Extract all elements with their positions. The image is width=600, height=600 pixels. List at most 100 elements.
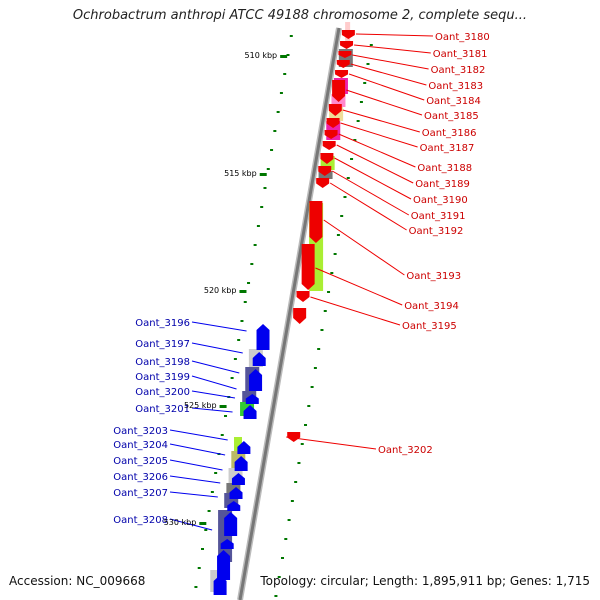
- gene-arrow-forward[interactable]: [217, 550, 231, 580]
- gene-label-reverse[interactable]: Oant_3187: [420, 143, 475, 154]
- tick-mark: [350, 158, 354, 160]
- leader-line: [329, 182, 407, 231]
- leader-line: [191, 321, 247, 332]
- gene-arrow-reverse[interactable]: [293, 308, 307, 324]
- gene-label-forward[interactable]: Oant_3206: [113, 472, 168, 483]
- tick-mark: [281, 557, 284, 559]
- gene-label-reverse[interactable]: Oant_3183: [428, 81, 483, 92]
- gene-arrow-reverse[interactable]: [287, 432, 301, 442]
- tick-mark: [336, 234, 340, 236]
- cog-box: [234, 437, 242, 451]
- gene-label-forward[interactable]: Oant_3208: [113, 515, 168, 526]
- tick-mark: [214, 472, 218, 474]
- gene-arrow-forward[interactable]: [252, 352, 266, 366]
- leader-line: [315, 267, 403, 306]
- gene-arrow-forward[interactable]: [231, 473, 245, 485]
- gene-label-reverse[interactable]: Oant_3194: [404, 301, 459, 312]
- gene-arrow-reverse[interactable]: [336, 60, 350, 68]
- tick-mark: [353, 139, 357, 141]
- tick-mark: [256, 225, 260, 227]
- gene-arrow-reverse[interactable]: [332, 80, 346, 102]
- leader-line: [342, 109, 420, 133]
- gene-arrow-reverse[interactable]: [296, 291, 310, 302]
- kbp-tick: [259, 173, 267, 176]
- tick-mark: [286, 54, 290, 56]
- gene-arrow-forward[interactable]: [245, 394, 259, 404]
- gene-label-forward[interactable]: Oant_3201: [135, 404, 190, 415]
- kbp-markers: 510 kbp 515 kbp 520 kbp 525 kbp 530 kbp: [164, 51, 288, 527]
- gene-arrow-forward[interactable]: [213, 575, 227, 595]
- gene-label-reverse[interactable]: Oant_3195: [402, 321, 457, 332]
- gene-arrow-reverse[interactable]: [328, 104, 342, 116]
- tick-mark: [346, 177, 350, 179]
- gene-label-forward[interactable]: Oant_3198: [135, 357, 190, 368]
- tick-mark: [276, 111, 280, 113]
- tick-mark: [210, 491, 214, 493]
- gene-arrow-forward[interactable]: [229, 487, 243, 499]
- gene-label-forward[interactable]: Oant_3197: [135, 339, 190, 350]
- tick-mark: [279, 92, 283, 94]
- gene-arrow-reverse[interactable]: [338, 51, 352, 58]
- gene-arrow-reverse[interactable]: [320, 153, 334, 164]
- gene-arrow-reverse[interactable]: [335, 70, 349, 78]
- gene-label-forward[interactable]: Oant_3203: [113, 426, 168, 437]
- gene-arrow-reverse[interactable]: [301, 244, 315, 290]
- leader-line: [169, 429, 228, 441]
- gene-label-reverse[interactable]: Oant_3193: [406, 271, 461, 282]
- gene-arrow-forward[interactable]: [243, 405, 257, 419]
- gene-label-reverse[interactable]: Oant_3192: [409, 226, 464, 237]
- gene-label-forward[interactable]: Oant_3200: [135, 387, 190, 398]
- gene-arrow-forward[interactable]: [227, 501, 241, 511]
- tick-mark: [274, 595, 278, 597]
- gene-label-reverse[interactable]: Oant_3202: [378, 445, 433, 456]
- kbp-tick: [280, 55, 288, 58]
- gene-label-reverse[interactable]: Oant_3185: [424, 111, 479, 122]
- gene-arrow-reverse[interactable]: [316, 178, 330, 188]
- kbp-tick: [199, 522, 207, 525]
- gene-label-forward[interactable]: Oant_3207: [113, 488, 168, 499]
- gene-arrow-reverse[interactable]: [309, 201, 323, 243]
- tick-mark: [304, 424, 308, 426]
- gene-label-forward[interactable]: Oant_3196: [135, 318, 190, 329]
- gene-label-reverse[interactable]: Oant_3182: [431, 65, 486, 76]
- accession-text: Accession: NC_009668: [9, 574, 146, 588]
- leader-line: [355, 33, 434, 37]
- gene-arrow-reverse[interactable]: [324, 130, 338, 139]
- gene-label-reverse[interactable]: Oant_3186: [422, 128, 477, 139]
- gene-label-reverse[interactable]: Oant_3191: [411, 211, 466, 222]
- gene-label-reverse[interactable]: Oant_3188: [417, 163, 472, 174]
- gene-arrow-reverse[interactable]: [340, 41, 354, 49]
- gene-label-reverse[interactable]: Oant_3180: [435, 32, 490, 43]
- gene-arrow-forward[interactable]: [249, 369, 263, 391]
- tick-mark: [230, 377, 234, 379]
- tick-mark: [247, 282, 251, 284]
- tick-mark: [207, 510, 211, 512]
- gene-arrow-reverse[interactable]: [326, 118, 340, 128]
- tick-mark: [240, 320, 244, 322]
- gene-label-reverse[interactable]: Oant_3190: [413, 195, 468, 206]
- gene-label-reverse[interactable]: Oant_3181: [433, 49, 488, 60]
- gene-arrow-reverse[interactable]: [318, 166, 332, 176]
- backbone-line-core: [238, 27, 341, 600]
- leader-line: [169, 459, 223, 471]
- leader-line: [169, 491, 218, 498]
- tick-mark: [263, 187, 267, 189]
- gene-label-forward[interactable]: Oant_3199: [135, 372, 190, 383]
- gene-arrow-forward[interactable]: [256, 324, 270, 350]
- tick-mark: [287, 519, 291, 521]
- gene-label-reverse[interactable]: Oant_3189: [415, 179, 470, 190]
- tick-mark: [307, 405, 311, 407]
- gene-arrow-reverse[interactable]: [322, 141, 336, 150]
- tick-mark: [237, 339, 241, 341]
- gene-label-forward[interactable]: Oant_3204: [113, 440, 168, 451]
- gene-label-reverse[interactable]: Oant_3184: [426, 96, 481, 107]
- gene-track: [213, 30, 355, 595]
- gene-arrow-forward[interactable]: [234, 456, 248, 471]
- gene-arrow-forward[interactable]: [224, 512, 238, 536]
- leader-line: [354, 44, 431, 54]
- gene-label-forward[interactable]: Oant_3205: [113, 456, 168, 467]
- tick-mark: [313, 367, 317, 369]
- gene-arrow-forward[interactable]: [237, 441, 251, 454]
- gene-arrow-forward[interactable]: [220, 539, 234, 549]
- gene-arrow-reverse[interactable]: [341, 30, 355, 39]
